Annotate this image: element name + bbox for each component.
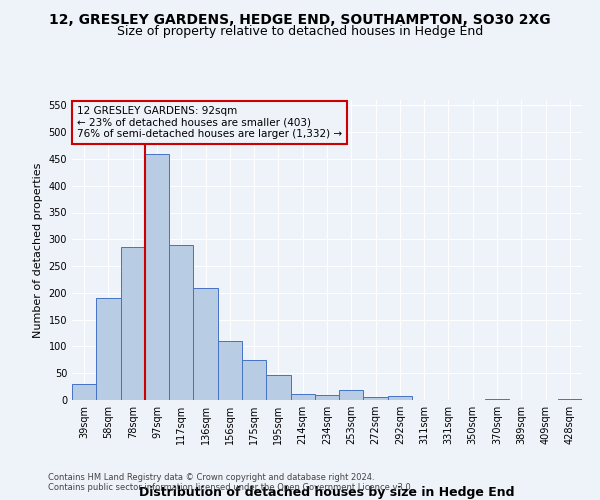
Bar	[169, 244, 193, 400]
Text: Contains HM Land Registry data © Crown copyright and database right 2024.: Contains HM Land Registry data © Crown c…	[48, 474, 374, 482]
Bar	[315, 394, 339, 400]
Bar	[193, 288, 218, 400]
Bar	[218, 341, 242, 400]
X-axis label: Distribution of detached houses by size in Hedge End: Distribution of detached houses by size …	[139, 486, 515, 499]
Bar	[388, 396, 412, 400]
Bar	[364, 398, 388, 400]
Text: Size of property relative to detached houses in Hedge End: Size of property relative to detached ho…	[117, 25, 483, 38]
Text: 12, GRESLEY GARDENS, HEDGE END, SOUTHAMPTON, SO30 2XG: 12, GRESLEY GARDENS, HEDGE END, SOUTHAMP…	[49, 12, 551, 26]
Bar	[72, 384, 96, 400]
Bar	[485, 399, 509, 400]
Bar	[242, 360, 266, 400]
Bar	[145, 154, 169, 400]
Bar	[339, 390, 364, 400]
Text: Contains public sector information licensed under the Open Government Licence v3: Contains public sector information licen…	[48, 484, 413, 492]
Y-axis label: Number of detached properties: Number of detached properties	[33, 162, 43, 338]
Text: 12 GRESLEY GARDENS: 92sqm
← 23% of detached houses are smaller (403)
76% of semi: 12 GRESLEY GARDENS: 92sqm ← 23% of detac…	[77, 106, 342, 139]
Bar	[558, 399, 582, 400]
Bar	[290, 394, 315, 400]
Bar	[266, 375, 290, 400]
Bar	[121, 248, 145, 400]
Bar	[96, 298, 121, 400]
